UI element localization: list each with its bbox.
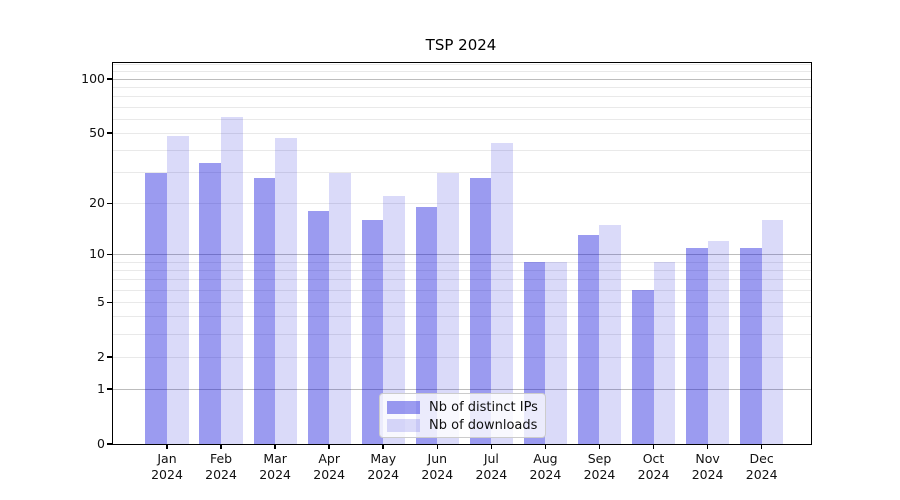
bar-downloads-oct: [653, 262, 676, 444]
xtick-label-oct: Oct 2024: [637, 451, 670, 482]
bar-distinct-ips-oct: [631, 290, 654, 444]
xtick-label-jun: Jun 2024: [421, 451, 454, 482]
xtick-label-mar: Mar 2024: [259, 451, 292, 482]
xtick-label-apr: Apr 2024: [313, 451, 346, 482]
plot-area: 0 1 2 5 10 20 50 100 Jan 2024 Feb 2024 Mar 2024 Apr…: [81, 62, 812, 482]
legend-item-downloads: Nb of downloads: [387, 417, 537, 434]
xtick-label-jul: Jul 2024: [475, 451, 508, 482]
xtick-mark-apr: [328, 444, 330, 449]
ytick-mark-100: [107, 78, 113, 80]
minor-gridline-120: [113, 64, 811, 66]
bar-distinct-ips-dec: [740, 247, 762, 444]
legend-swatch-distinct-ips: [387, 401, 420, 414]
ytick-label-1: 1: [97, 381, 105, 397]
legend-label-distinct-ips: Nb of distinct IPs: [429, 400, 538, 415]
minor-gridline-30: [113, 172, 811, 174]
xtick-mark-mar: [274, 444, 276, 449]
minor-gridline-4: [113, 316, 811, 318]
chart-title: TSP 2024: [425, 36, 497, 54]
bar-distinct-ips-feb: [199, 162, 222, 444]
major-gridline-100: [113, 78, 811, 80]
xtick-mark-may: [382, 444, 384, 449]
bar-downloads-apr: [329, 172, 351, 444]
ytick-label-0: 0: [97, 436, 105, 451]
bar-downloads-aug: [545, 262, 567, 444]
ytick-label-5: 5: [97, 294, 105, 310]
minor-gridline-7: [113, 279, 811, 281]
bar-distinct-ips-apr: [307, 211, 330, 444]
xtick-mark-feb: [220, 444, 222, 449]
ytick-label-100: 100: [81, 71, 105, 87]
xtick-label-aug: Aug 2024: [529, 451, 562, 482]
xtick-mark-aug: [544, 444, 547, 449]
major-gridline-1: [113, 388, 811, 390]
ytick-label-10: 10: [89, 246, 105, 262]
bar-downloads-feb: [221, 116, 243, 444]
bar-downloads-mar: [275, 138, 297, 444]
bar-distinct-ips-jul: [469, 177, 492, 444]
xtick-label-feb: Feb 2024: [205, 451, 237, 482]
legend-swatch-downloads: [387, 419, 420, 432]
ytick-mark-10: [107, 253, 113, 256]
ytick-mark-50: [107, 132, 113, 134]
bar-distinct-ips-may: [361, 220, 384, 444]
minor-gridline-6: [113, 289, 811, 291]
bar-distinct-ips-mar: [253, 177, 276, 444]
xtick-label-dec: Dec 2024: [745, 451, 778, 482]
major-gridline-10: [113, 253, 811, 255]
bar-distinct-ips-sep: [577, 235, 600, 444]
minor-gridline-8: [113, 269, 811, 271]
minor-gridline-20: [113, 202, 811, 204]
bar-downloads-jul: [491, 143, 513, 444]
minor-gridline-2: [113, 356, 811, 358]
bar-downloads-sep: [599, 224, 622, 444]
ytick-label-2: 2: [97, 349, 105, 365]
xtick-mark-sep: [598, 444, 601, 449]
xtick-label-jan: Jan 2024: [151, 451, 183, 482]
minor-gridline-3: [113, 333, 811, 335]
minor-gridline-5: [113, 301, 811, 303]
ytick-label-50: 50: [89, 125, 105, 141]
xtick-label-nov: Nov 2024: [691, 451, 724, 482]
xtick-label-sep: Sep 2024: [583, 451, 616, 482]
legend: Nb of distinct IPs Nb of downloads: [379, 393, 546, 438]
minor-gridline-70: [113, 106, 811, 108]
minor-gridline-110: [113, 71, 811, 73]
minor-gridline-9: [113, 261, 811, 263]
bar-downloads-jun: [437, 172, 459, 444]
ytick-mark-20: [107, 202, 113, 205]
xtick-label-may: May 2024: [367, 451, 400, 482]
legend-label-downloads: Nb of downloads: [429, 418, 538, 433]
bar-downloads-jan: [167, 136, 189, 444]
xtick-mark-nov: [706, 444, 709, 449]
xtick-mark-oct: [652, 444, 655, 449]
xtick-mark-jan: [166, 444, 168, 449]
xtick-mark-dec: [760, 444, 763, 449]
ytick-mark-2: [107, 356, 113, 358]
bar-distinct-ips-jun: [415, 207, 438, 444]
minor-gridline-90: [113, 86, 811, 88]
minor-gridline-80: [113, 96, 811, 98]
minor-gridline-50: [113, 132, 811, 134]
minor-gridline-40: [113, 149, 811, 151]
xtick-mark-jun: [436, 444, 439, 449]
minor-gridline-60: [113, 118, 811, 120]
xtick-mark-jul: [490, 444, 493, 449]
ytick-mark-0: [107, 443, 113, 445]
bar-downloads-nov: [707, 241, 730, 444]
ytick-label-20: 20: [89, 195, 105, 211]
ytick-mark-5: [107, 301, 113, 304]
legend-item-distinct-ips: Nb of distinct IPs: [387, 399, 538, 416]
bar-distinct-ips-nov: [686, 247, 708, 444]
bar-distinct-ips-jan: [145, 172, 167, 444]
bar-downloads-dec: [761, 220, 784, 444]
ytick-mark-1: [107, 388, 113, 390]
bar-downloads-may: [383, 196, 405, 444]
